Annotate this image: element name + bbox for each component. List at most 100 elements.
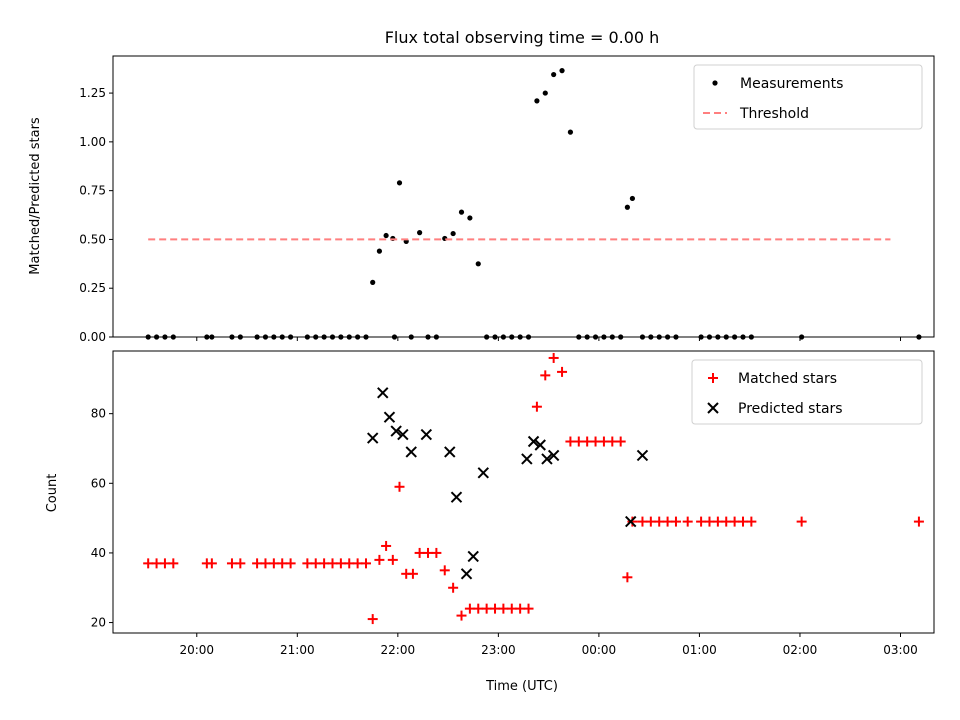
y-tick-label: 1.25 (79, 86, 106, 100)
matched-star-point (235, 558, 246, 569)
predicted-star-point (390, 425, 402, 437)
matched-star-point (796, 516, 807, 527)
measurement-point (551, 71, 557, 78)
predicted-star-point (450, 491, 463, 503)
matched-star-point (159, 558, 170, 569)
predicted-star-point (477, 467, 489, 479)
y-tick-label: 1.00 (79, 135, 106, 149)
measurement-point (534, 98, 540, 104)
measurement-point (629, 195, 636, 202)
matched-star-point (344, 558, 355, 569)
matched-star-point (721, 516, 732, 527)
predicted-star-point (521, 453, 533, 465)
matched-star-point (335, 558, 346, 569)
legend-marker-matched (708, 373, 718, 383)
y-tick-label: 60 (91, 476, 106, 490)
matched-star-point (448, 582, 459, 593)
matched-star-point (143, 558, 154, 569)
matched-star-point (662, 516, 673, 527)
matched-star-point (352, 558, 363, 569)
matched-star-point (422, 547, 433, 558)
x-tick-label: 23:00 (481, 643, 516, 657)
matched-star-point (302, 558, 313, 569)
predicted-star-point (444, 446, 456, 458)
matched-star-point (598, 436, 609, 447)
bottom-legend: Matched stars Predicted stars (691, 359, 923, 425)
y-tick-label: 40 (91, 546, 106, 560)
matched-star-point (431, 547, 442, 558)
x-tick-label: 01:00 (682, 643, 717, 657)
matched-star-point (456, 610, 467, 621)
matched-star-point (407, 568, 418, 579)
measurement-point (475, 261, 481, 267)
legend-label: Matched stars (738, 371, 837, 387)
predicted-star-point (366, 432, 379, 444)
matched-star-point (327, 558, 338, 569)
y-tick-label: 20 (91, 616, 106, 630)
matched-star-point (696, 516, 707, 527)
legend-box (691, 359, 923, 425)
bottom-y-axis-label: Count (45, 474, 60, 513)
y-tick-label: 0.00 (79, 330, 106, 344)
matched-star-point (582, 436, 593, 447)
matched-star-point (627, 516, 638, 527)
legend-label: Measurements (740, 76, 843, 92)
predicted-star-point (541, 453, 553, 465)
matched-star-point (206, 558, 217, 569)
predicted-star-point (377, 387, 389, 399)
matched-star-point (548, 352, 559, 363)
measurement-point (624, 204, 630, 210)
matched-star-point (645, 516, 656, 527)
matched-star-point (481, 603, 492, 614)
x-tick-label: 03:00 (883, 643, 918, 657)
chart-title: Flux total observing time = 0.00 h (385, 28, 660, 47)
y-tick-label: 0.25 (79, 281, 106, 295)
matched-star-point (557, 366, 568, 377)
matched-star-point (913, 516, 924, 527)
matched-star-point (506, 603, 517, 614)
matched-star-point (151, 558, 162, 569)
top-panel: 0.00 0.25 0.50 0.75 1.00 1.25 Matched/Predict… (28, 55, 935, 344)
x-tick-label: 02:00 (783, 643, 818, 657)
matched-star-point (285, 558, 296, 569)
predicted-star-point (636, 449, 649, 462)
x-tick-label: 21:00 (280, 643, 315, 657)
measurement-point (559, 68, 565, 74)
matched-star-point (414, 547, 425, 558)
measurement-point (383, 232, 389, 239)
predicted-star-point (625, 515, 637, 528)
bottom-panel: 20 40 60 80 20:00 21:00 22:00 23:00 00:00 01:00 02… (45, 350, 935, 694)
matched-star-point (394, 481, 405, 492)
matched-star-point (381, 540, 392, 551)
matched-star-point (573, 436, 584, 447)
matched-star-point (260, 558, 271, 569)
matched-star-point (523, 603, 534, 614)
matched-star-point (490, 603, 501, 614)
matched-star-point (367, 614, 378, 625)
measurement-point (458, 209, 465, 215)
matched-star-point (439, 565, 450, 576)
matched-star-point (531, 401, 542, 412)
matched-star-point (622, 572, 633, 583)
matched-star-point (670, 516, 681, 527)
y-tick-label: 0.75 (79, 184, 106, 198)
y-tick-label: 80 (91, 407, 106, 421)
matched-star-point (565, 436, 576, 447)
predicted-star-point (527, 435, 540, 448)
legend-box (693, 64, 923, 130)
matched-star-point (268, 558, 279, 569)
measurement-point (370, 279, 376, 285)
predicted-star-point (420, 428, 433, 441)
matched-star-point (615, 436, 626, 447)
matched-star-point (498, 603, 509, 614)
predicted-star-point (460, 568, 473, 580)
matched-star-point (729, 516, 740, 527)
matched-star-point (361, 558, 372, 569)
predicted-star-point (405, 446, 417, 458)
predicted-star-point (383, 411, 396, 423)
matched-star-point (607, 436, 618, 447)
legend-label: Threshold (739, 106, 809, 122)
matched-star-point (515, 603, 526, 614)
x-tick-label: 22:00 (381, 643, 416, 657)
